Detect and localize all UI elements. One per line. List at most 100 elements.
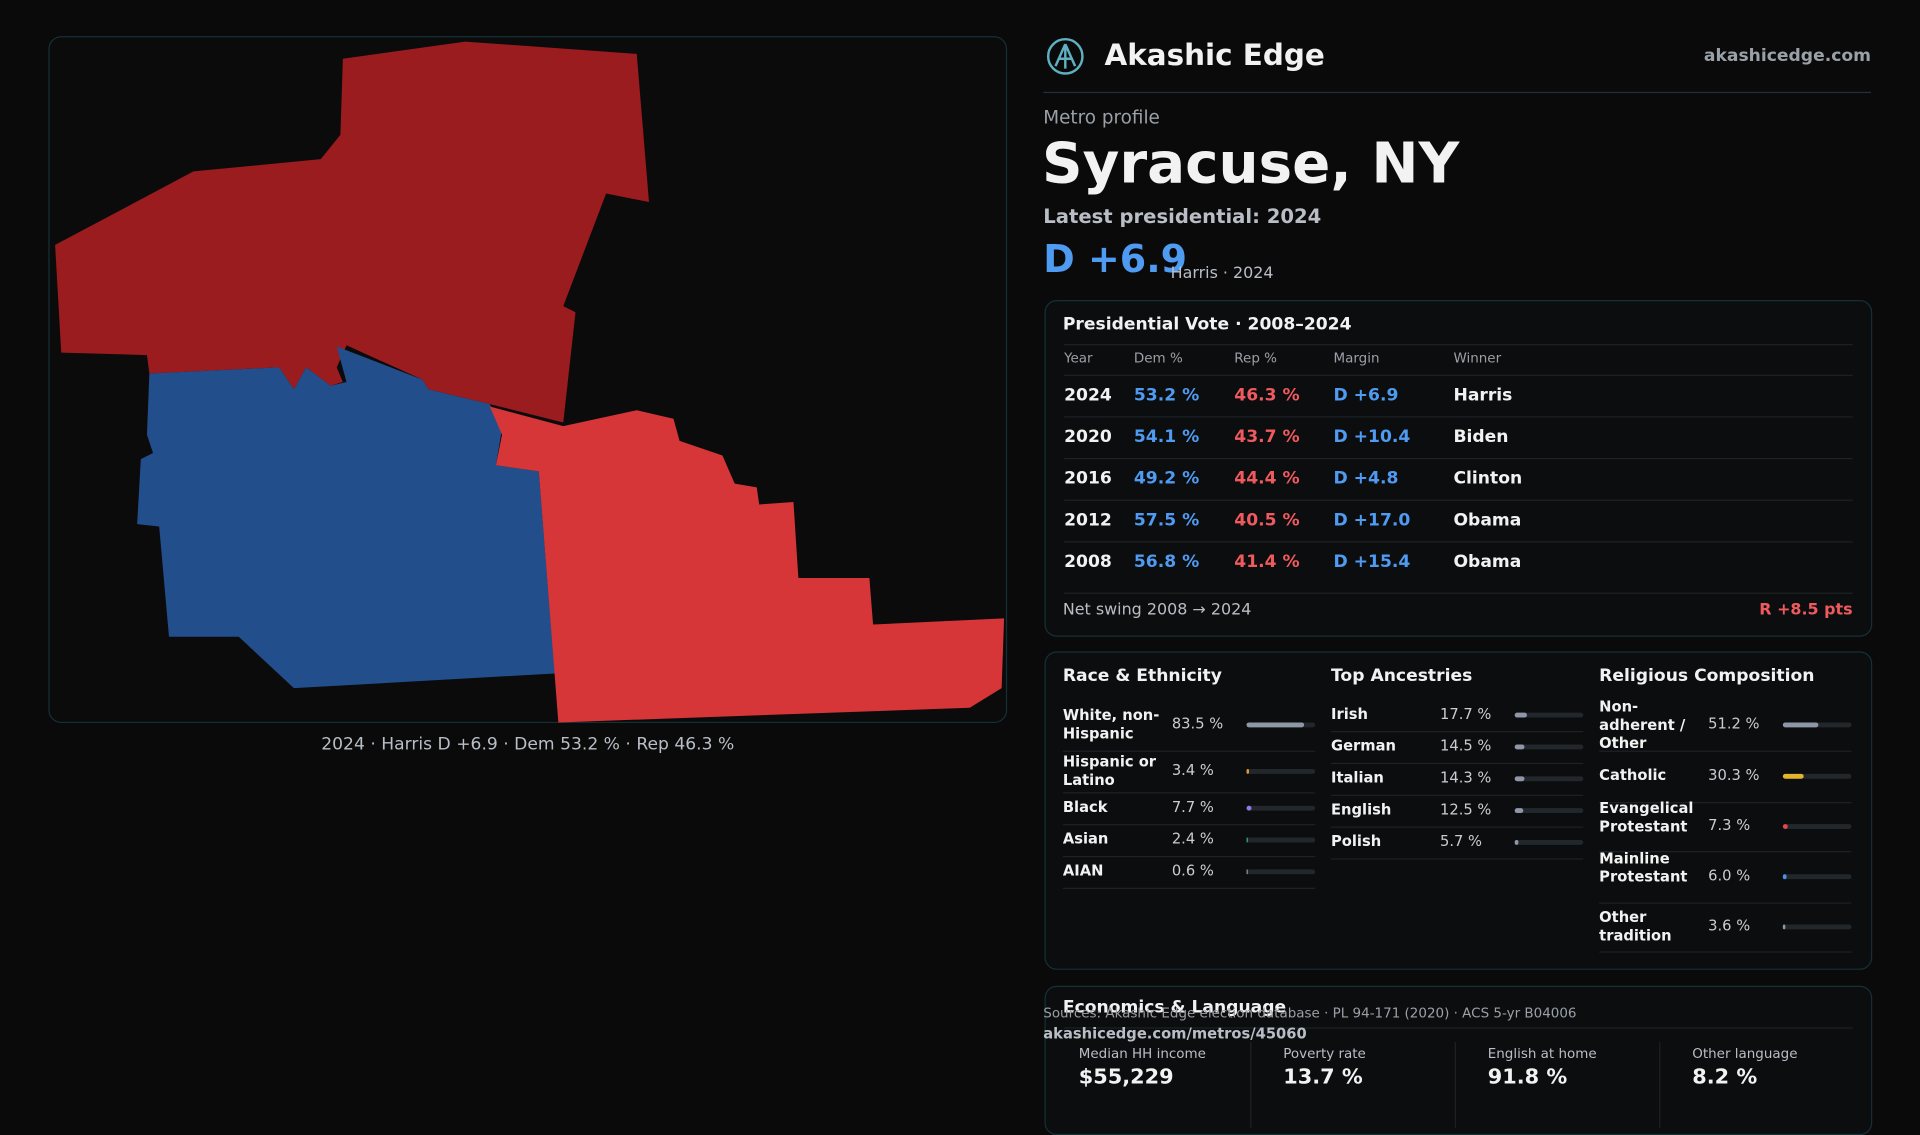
sources: Sources: Akashic Edge election database … bbox=[1043, 1005, 1576, 1021]
bar-track bbox=[1247, 869, 1316, 874]
bar bbox=[1515, 840, 1519, 845]
table-cell: D +15.4 bbox=[1333, 552, 1410, 572]
stat-row: Hispanic or Latino 3.4 % bbox=[1063, 751, 1315, 794]
stat-name: Black bbox=[1063, 798, 1161, 816]
table-cell: 43.7 % bbox=[1234, 427, 1299, 447]
margin-note: Harris · 2024 bbox=[1171, 264, 1274, 282]
bar-track bbox=[1515, 744, 1584, 749]
bar bbox=[1247, 806, 1252, 811]
metro-name: Syracuse, NY bbox=[1042, 130, 1459, 196]
divider bbox=[1455, 1042, 1456, 1128]
url[interactable]: akashicedge.com/metros/45060 bbox=[1043, 1025, 1306, 1042]
stat-value: 14.5 % bbox=[1440, 737, 1491, 754]
table-cell: 56.8 % bbox=[1134, 552, 1199, 572]
stat-name: Polish bbox=[1331, 833, 1429, 851]
bar bbox=[1515, 776, 1525, 781]
dashboard: 2024 · Harris D +6.9 · Dem 53.2 % · Rep … bbox=[0, 0, 1920, 1080]
stat-value: 5.7 % bbox=[1440, 833, 1482, 850]
stat-row: English 12.5 % bbox=[1331, 795, 1583, 828]
table-cell: D +4.8 bbox=[1333, 469, 1398, 489]
bar-track bbox=[1783, 722, 1852, 727]
bar bbox=[1515, 713, 1527, 718]
bar bbox=[1783, 774, 1804, 779]
table-cell: 2024 bbox=[1064, 386, 1112, 406]
map bbox=[0, 0, 1029, 771]
stat-value: 12.5 % bbox=[1440, 801, 1491, 818]
stat-name: Mainline Protestant bbox=[1599, 850, 1697, 887]
bar bbox=[1515, 808, 1524, 813]
stat-row: Mainline Protestant 6.0 % bbox=[1599, 851, 1851, 904]
bar bbox=[1247, 769, 1249, 774]
bar-track bbox=[1783, 824, 1852, 829]
section-title: Race & Ethnicity bbox=[1063, 666, 1222, 686]
table-cell: Obama bbox=[1453, 552, 1521, 572]
bar-track bbox=[1783, 874, 1852, 879]
latest: Latest presidential: 2024 bbox=[1043, 204, 1321, 227]
stat-value: 6.0 % bbox=[1708, 867, 1750, 884]
econ-value: $55,229 bbox=[1079, 1065, 1174, 1089]
table-cell: 54.1 % bbox=[1134, 427, 1199, 447]
divider bbox=[1659, 1042, 1660, 1128]
table-cell: 2008 bbox=[1064, 552, 1112, 572]
table-cell: 53.2 % bbox=[1134, 386, 1199, 406]
table-cell: Obama bbox=[1453, 511, 1521, 531]
page: 2024 · Harris D +6.9 · Dem 53.2 % · Rep … bbox=[0, 0, 1920, 1080]
table-cell: Clinton bbox=[1453, 469, 1522, 489]
econ-name: Poverty rate bbox=[1283, 1046, 1366, 1062]
table-cell: 46.3 % bbox=[1234, 386, 1299, 406]
stat-name: Hispanic or Latino bbox=[1063, 753, 1161, 790]
site[interactable]: akashicedge.com bbox=[1704, 47, 1871, 67]
bar-track bbox=[1783, 924, 1852, 929]
bar bbox=[1515, 744, 1525, 749]
stat-name: English bbox=[1331, 801, 1429, 819]
map-caption: 2024 · Harris D +6.9 · Dem 53.2 % · Rep … bbox=[0, 735, 1056, 755]
stat-value: 2.4 % bbox=[1172, 830, 1214, 847]
econ-value: 91.8 % bbox=[1488, 1065, 1567, 1089]
swing-value: R +8.5 pts bbox=[1759, 601, 1852, 619]
stat-name: Asian bbox=[1063, 830, 1161, 848]
table-cell: D +17.0 bbox=[1333, 511, 1410, 531]
column-header: Year bbox=[1064, 350, 1093, 366]
table-cell: 40.5 % bbox=[1234, 511, 1299, 531]
stat-value: 3.4 % bbox=[1172, 762, 1214, 779]
bar-track bbox=[1515, 776, 1584, 781]
econ-name: Median HH income bbox=[1079, 1046, 1206, 1062]
bar-track bbox=[1247, 722, 1316, 727]
table-cell: 57.5 % bbox=[1134, 511, 1199, 531]
stat-value: 0.6 % bbox=[1172, 862, 1214, 879]
presidential-card: Presidential Vote · 2008–2024 Net swing … bbox=[1044, 300, 1872, 637]
bar-track bbox=[1783, 774, 1852, 779]
table-cell: 2016 bbox=[1064, 469, 1112, 489]
bar bbox=[1783, 824, 1788, 829]
econ-name: English at home bbox=[1488, 1046, 1597, 1062]
stat-value: 30.3 % bbox=[1708, 767, 1759, 784]
brand: Akashic Edge bbox=[1104, 38, 1324, 72]
margin: D +6.9 bbox=[1043, 238, 1187, 282]
table-cell: D +10.4 bbox=[1333, 427, 1410, 447]
stat-row: Polish 5.7 % bbox=[1331, 827, 1583, 860]
table-cell: 2020 bbox=[1064, 427, 1112, 447]
bar-track bbox=[1515, 713, 1584, 718]
kicker: Metro profile bbox=[1043, 107, 1160, 129]
divider bbox=[1064, 593, 1853, 594]
stat-name: White, non-Hispanic bbox=[1063, 707, 1161, 744]
stat-name: Evangelical Protestant bbox=[1599, 800, 1697, 837]
stat-name: AIAN bbox=[1063, 862, 1161, 880]
stat-name: Irish bbox=[1331, 705, 1429, 723]
table-cell: Biden bbox=[1453, 427, 1508, 447]
stat-row: AIAN 0.6 % bbox=[1063, 856, 1315, 889]
column-header: Margin bbox=[1333, 350, 1379, 366]
stat-name: Italian bbox=[1331, 769, 1429, 787]
